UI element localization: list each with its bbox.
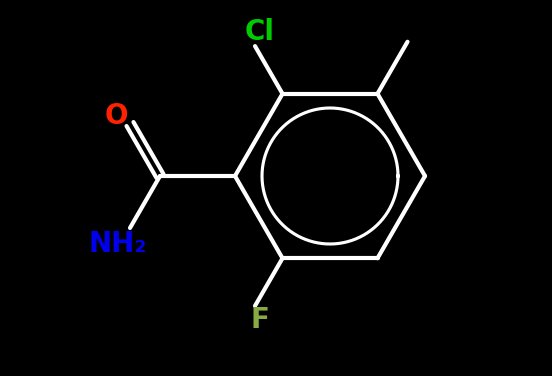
Text: NH₂: NH₂ (89, 230, 147, 258)
Text: F: F (251, 306, 269, 334)
Text: O: O (104, 102, 128, 130)
Text: Cl: Cl (245, 18, 275, 46)
